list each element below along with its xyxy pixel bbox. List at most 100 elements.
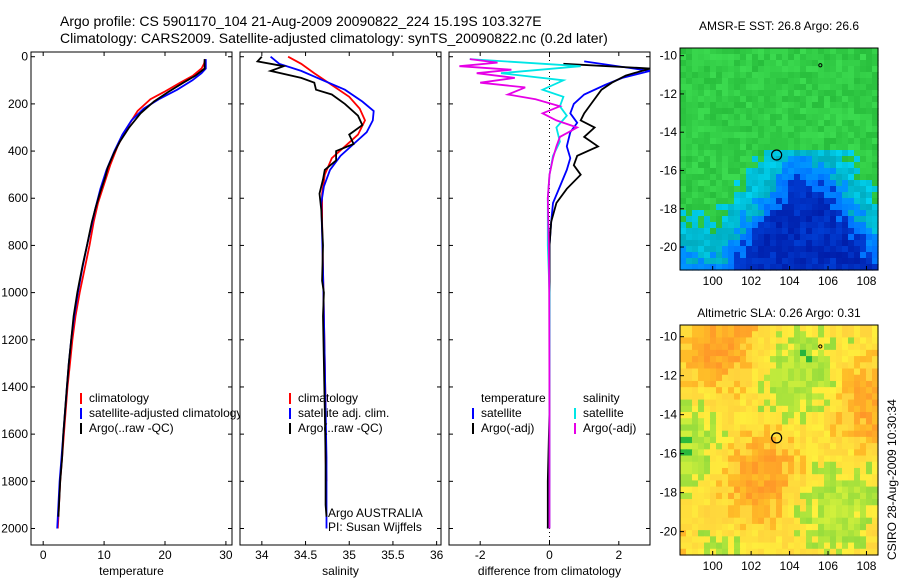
map-cell (812, 405, 819, 413)
map-cell (800, 356, 807, 363)
map-cell (854, 78, 861, 85)
map-cell (686, 90, 693, 97)
map-cell (692, 102, 699, 109)
map-cell (722, 480, 729, 488)
map-cell (842, 198, 849, 205)
map-cell (812, 343, 819, 351)
map-cell (686, 548, 693, 556)
map-cell (710, 156, 717, 163)
map-cell (860, 102, 867, 109)
map-cell (740, 162, 747, 169)
map-cell (794, 48, 801, 55)
map-cell (752, 337, 759, 345)
map-cell (764, 126, 771, 133)
map-cell (866, 530, 873, 537)
map-cell (770, 126, 777, 133)
map-cell (806, 114, 813, 121)
map-cell (872, 418, 879, 426)
map-cell (824, 467, 831, 475)
map-cell (776, 399, 783, 407)
map-cell (782, 455, 789, 463)
map-cell (704, 461, 711, 469)
map-cell (848, 387, 855, 394)
map-cell (746, 467, 753, 475)
map-cell (830, 492, 837, 500)
map-cell (692, 337, 699, 345)
map-cell (788, 210, 795, 217)
map-cell (728, 204, 735, 211)
map-cell (698, 548, 705, 556)
map-cell (752, 78, 759, 85)
map-cell (854, 418, 861, 426)
map-cell (728, 443, 735, 450)
map-cell (842, 210, 849, 217)
map-cell (752, 530, 759, 537)
map-cell (698, 54, 705, 61)
map-cell (830, 399, 837, 407)
map-cell (698, 150, 705, 157)
map-cell (752, 461, 759, 469)
map-lon-tick-label: 108 (856, 559, 876, 573)
map-cell (818, 474, 825, 482)
map-cell (818, 204, 825, 211)
map-cell (680, 186, 687, 193)
argo-float-position-marker (771, 432, 783, 444)
map-cell (704, 252, 711, 259)
map-cell (854, 120, 861, 127)
map-cell (872, 337, 879, 345)
map-cell (854, 486, 861, 494)
map-cell (860, 399, 867, 407)
difference-legend-heading: salinity (583, 391, 620, 405)
map-cell (782, 90, 789, 97)
map-cell (704, 325, 711, 332)
sst-map-field (680, 48, 879, 271)
map-cell (866, 436, 873, 444)
map-cell (812, 180, 819, 187)
map-cell (854, 174, 861, 181)
map-cell (824, 228, 831, 235)
map-cell (740, 523, 747, 531)
temperature-x-tick-label: 30 (219, 548, 233, 562)
map-lat-tick-label: -12 (660, 369, 678, 383)
map-cell (854, 114, 861, 121)
map-cell (740, 399, 747, 407)
map-cell (830, 180, 837, 187)
map-cell (716, 418, 723, 426)
map-cell (710, 461, 717, 469)
map-cell (794, 102, 801, 109)
map-cell (860, 530, 867, 537)
map-cell (854, 511, 861, 519)
map-cell (806, 455, 813, 463)
map-cell (722, 449, 729, 457)
map-cell (734, 412, 741, 419)
map-cell (860, 499, 867, 506)
map-cell (836, 168, 843, 175)
map-cell (710, 443, 717, 450)
map-cell (680, 114, 687, 121)
map-cell (776, 210, 783, 217)
map-cell (854, 536, 861, 544)
map-cell (806, 210, 813, 217)
map-cell (710, 60, 717, 67)
map-cell (758, 536, 765, 544)
map-cell (776, 132, 783, 139)
map-cell (680, 374, 687, 382)
map-cell (764, 234, 771, 241)
map-cell (704, 424, 711, 432)
map-cell (704, 337, 711, 345)
map-cell (734, 356, 741, 363)
map-cell (746, 343, 753, 351)
map-cell (830, 216, 837, 223)
map-cell (782, 517, 789, 525)
map-cell (848, 246, 855, 253)
map-cell (686, 210, 693, 217)
map-cell (812, 198, 819, 205)
map-cell (770, 132, 777, 139)
map-cell (698, 102, 705, 109)
map-cell (764, 96, 771, 103)
map-cell (764, 393, 771, 401)
map-cell (680, 132, 687, 139)
map-cell (836, 436, 843, 444)
map-cell (734, 418, 741, 426)
map-cell (830, 343, 837, 351)
